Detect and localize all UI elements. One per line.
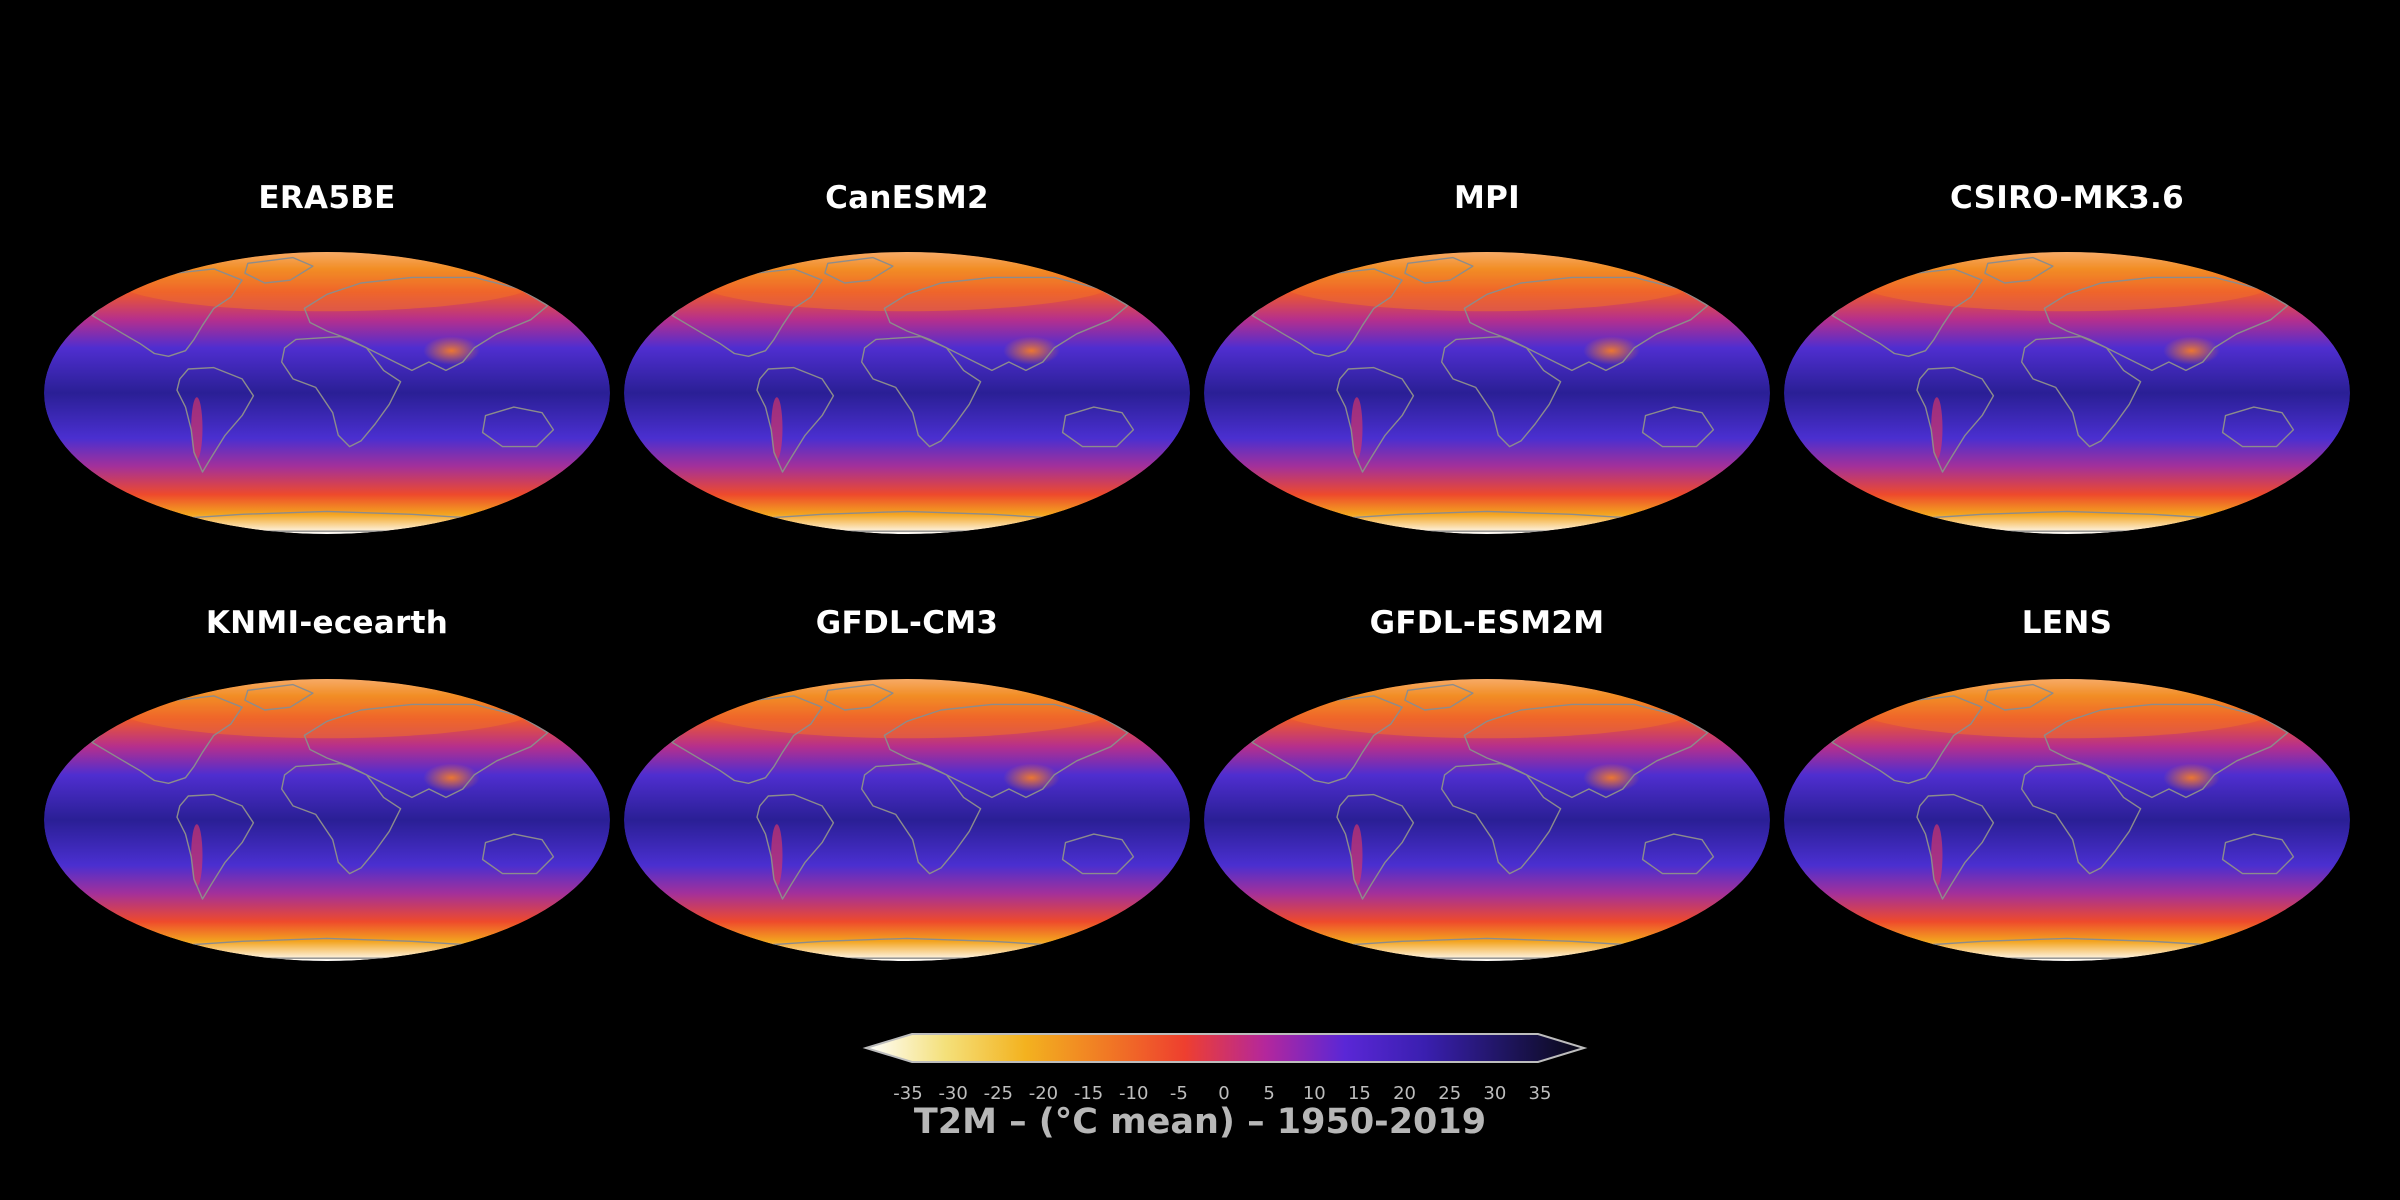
mollweide-map [44, 679, 610, 961]
colorbar-tick-label: -5 [1169, 1083, 1188, 1104]
mollweide-map [44, 252, 610, 534]
colorbar-tick-label: 10 [1302, 1083, 1326, 1104]
colorbar-tick-label: 5 [1263, 1083, 1275, 1104]
colorbar-tick-label: -30 [938, 1083, 968, 1104]
panel-title: MPI [1453, 180, 1520, 216]
panel-title: KNMI-ecearth [205, 605, 449, 641]
colorbar-tick-label: -25 [983, 1083, 1013, 1104]
colorbar-tick-label: -35 [893, 1083, 923, 1104]
colorbar-tick-label: 30 [1483, 1083, 1507, 1104]
panel-title: LENS [2021, 605, 2113, 641]
colorbar-tick-label: 35 [1528, 1083, 1552, 1104]
colorbar-tick-label: 20 [1393, 1083, 1417, 1104]
colorbar-title: T2M – (°C mean) – 1950-2019 [913, 1102, 1487, 1142]
colorbar-tick-label: 25 [1438, 1083, 1462, 1104]
mollweide-map [1784, 252, 2350, 534]
panel-title: CSIRO-MK3.6 [1950, 180, 2184, 216]
colorbar [862, 1033, 1588, 1063]
colorbar-tick-label: -15 [1073, 1083, 1104, 1104]
mollweide-map [1204, 679, 1770, 961]
colorbar-tick-label: 15 [1347, 1083, 1371, 1104]
mollweide-map [624, 252, 1190, 534]
mollweide-map [1784, 679, 2350, 961]
panel-title: CanESM2 [825, 180, 989, 216]
mollweide-map [1204, 252, 1770, 534]
colorbar-tick-label: 0 [1218, 1083, 1230, 1104]
colorbar-tick-label: -20 [1028, 1083, 1059, 1104]
panel-title: ERA5BE [258, 180, 396, 216]
mollweide-map [624, 679, 1190, 961]
panel-title: GFDL-CM3 [815, 605, 999, 641]
panel-title: GFDL-ESM2M [1369, 605, 1605, 641]
colorbar-gradient [862, 1033, 1588, 1063]
colorbar-tick-label: -10 [1119, 1083, 1149, 1104]
